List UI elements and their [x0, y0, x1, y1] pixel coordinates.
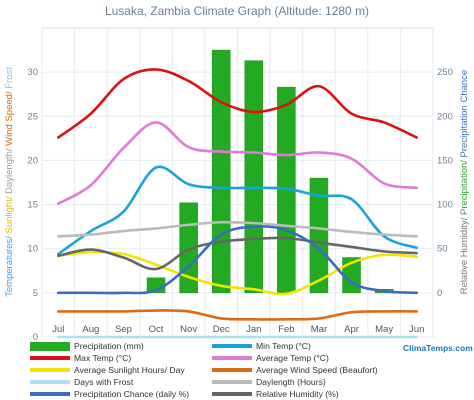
legend-swatch	[30, 391, 70, 396]
left-axis-label: Temperatures/ Sunlight/ Daylength/ Wind …	[4, 67, 15, 297]
legend-swatch	[30, 379, 70, 384]
legend-item: Average Wind Speed (Beaufort)	[212, 365, 378, 376]
axis-label-part: Relative Humidity/	[459, 217, 470, 294]
legend-swatch	[212, 379, 252, 384]
legend-item: Average Sunlight Hours/ Day	[30, 365, 185, 376]
month-label: Jan	[246, 324, 261, 335]
legend-item: Max Temp (°C)	[30, 353, 131, 364]
brand-logo: ClimaTemps.com	[403, 343, 473, 353]
left-tick-label: 0	[33, 332, 38, 343]
legend-swatch	[30, 355, 70, 360]
legend-item: Min Temp (°C)	[212, 341, 311, 352]
month-label: Oct	[149, 324, 164, 335]
axis-label-part: Wind Speed/	[4, 91, 15, 148]
axis-label-part: Precipitation Chance	[459, 70, 470, 160]
legend-label: Precipitation (mm)	[74, 341, 144, 351]
right-tick-label: 0	[437, 288, 442, 299]
legend-label: Daylength (Hours)	[256, 377, 326, 387]
legend-label: Average Temp (°C)	[256, 353, 329, 363]
legend-swatch	[30, 342, 70, 352]
month-labels: Jul Aug Sep Oct Nov Dec Jan Feb Mar Apr May Jun	[52, 324, 424, 335]
left-tick-label: 15	[27, 200, 38, 211]
month-label: Aug	[82, 324, 99, 335]
month-label: Apr	[344, 324, 359, 335]
line-average-wind-speed-beaufort	[56, 309, 419, 321]
precip-bar-mar	[309, 177, 329, 294]
axis-ticks: 0 5 10 15 20 25 30 0 50 100 150 200 250	[27, 67, 452, 343]
legend-swatch	[212, 343, 252, 348]
legend-swatch	[212, 391, 252, 396]
legend-label: Average Sunlight Hours/ Day	[74, 365, 185, 375]
legend-item: Precipitation Chance (daily %)	[30, 389, 189, 400]
legend-swatch	[212, 355, 252, 360]
series-lines	[56, 68, 419, 339]
right-tick-label: 50	[437, 244, 448, 255]
axis-label-part: Precipitation/	[459, 160, 470, 218]
line-min-temp-c	[56, 165, 419, 256]
legend-item: Average Temp (°C)	[212, 353, 329, 364]
left-tick-label: 30	[27, 67, 38, 78]
line-precipitation-chance-daily	[56, 225, 419, 295]
right-tick-label: 150	[437, 155, 453, 166]
legend: Precipitation (mm) Min Temp (°C) Max Temp …	[0, 338, 474, 400]
legend-label: Days with Frost	[74, 377, 134, 387]
month-label: May	[375, 324, 393, 335]
legend-item: Days with Frost	[30, 377, 133, 388]
line-daylength-hours	[56, 220, 419, 238]
legend-label: Relative Humidity (%)	[256, 389, 339, 399]
right-tick-label: 200	[437, 111, 453, 122]
legend-item: Daylength (Hours)	[212, 377, 326, 388]
month-label: Jul	[52, 324, 64, 335]
legend-item: Precipitation (mm)	[30, 341, 144, 352]
month-label: Dec	[213, 324, 230, 335]
line-average-temp-c	[56, 121, 419, 205]
axis-label-part: Temperatures/	[4, 236, 15, 297]
line-max-temp-c	[56, 68, 419, 139]
legend-swatch	[30, 367, 70, 372]
axis-label-part: Frost	[4, 67, 15, 92]
line-average-sunlight-hours-day	[56, 250, 419, 296]
legend-swatch	[212, 367, 252, 372]
legend-item: Relative Humidity (%)	[212, 389, 339, 400]
month-label: Feb	[278, 324, 294, 335]
chart-title: Lusaka, Zambia Climate Graph (Altitude: …	[105, 4, 369, 18]
axis-label-part: Sunlight/	[4, 196, 15, 236]
precip-bar-jan	[244, 60, 264, 294]
left-tick-label: 5	[33, 288, 38, 299]
line-relative-humidity	[56, 236, 419, 271]
month-label: Sep	[115, 324, 132, 335]
right-tick-label: 250	[437, 67, 453, 78]
legend-label: Average Wind Speed (Beaufort)	[256, 365, 378, 375]
left-tick-label: 10	[27, 244, 38, 255]
axis-label-part: Daylength/	[4, 148, 15, 196]
legend-label: Precipitation Chance (daily %)	[74, 389, 190, 399]
left-tick-label: 20	[27, 155, 38, 166]
month-label: Nov	[180, 324, 197, 335]
month-label: Jun	[409, 324, 424, 335]
right-tick-label: 100	[437, 200, 453, 211]
left-tick-label: 25	[27, 111, 38, 122]
grid	[41, 27, 434, 338]
precip-bar-dec	[211, 49, 231, 294]
month-label: Mar	[311, 324, 327, 335]
right-axis-label: Relative Humidity/ Precipitation/ Precip…	[459, 70, 470, 294]
legend-label: Min Temp (°C)	[256, 341, 311, 351]
legend-label: Max Temp (°C)	[74, 353, 132, 363]
